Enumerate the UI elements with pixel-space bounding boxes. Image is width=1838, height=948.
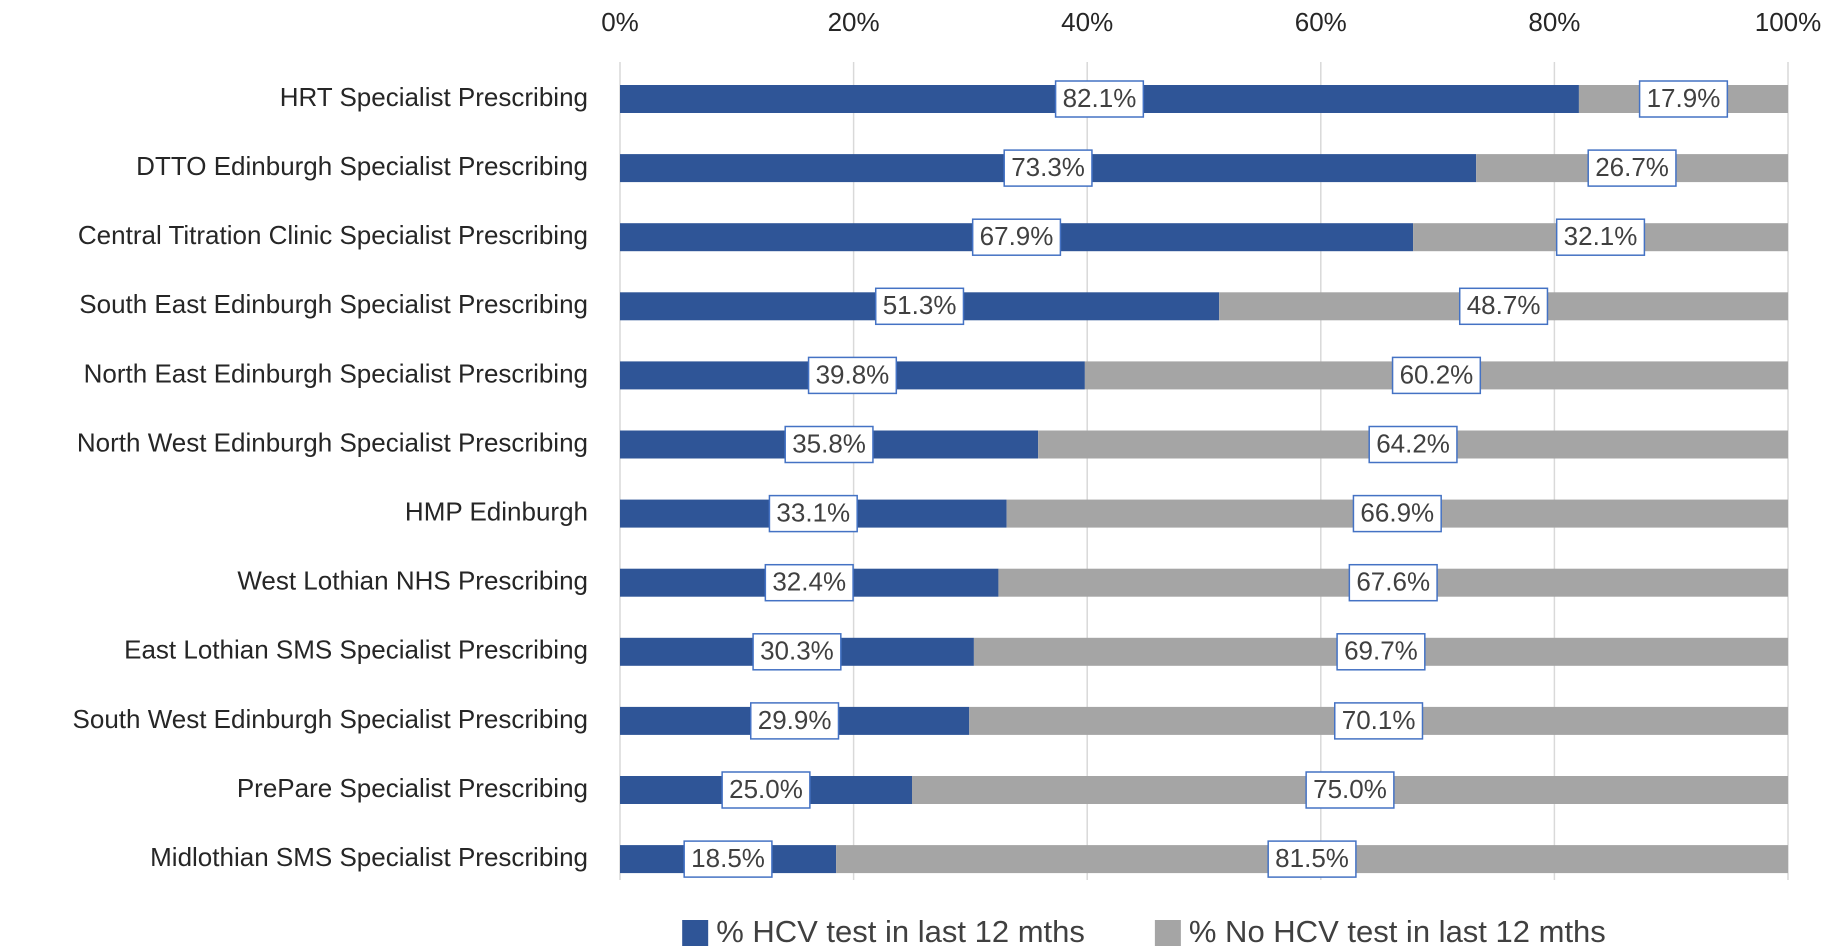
data-label: 32.1% <box>1555 218 1646 256</box>
y-tick-label: North West Edinburgh Specialist Prescrib… <box>77 427 588 457</box>
data-label: 30.3% <box>752 633 842 671</box>
data-label-text: 67.9% <box>980 221 1054 251</box>
data-label: 39.8% <box>807 356 898 395</box>
y-tick-label: Midlothian SMS Specialist Prescribing <box>150 842 588 872</box>
x-tick-label: 0% <box>601 7 639 37</box>
y-tick-label: Central Titration Clinic Specialist Pres… <box>78 220 588 250</box>
data-label-box <box>1054 80 1145 118</box>
data-label: 48.7% <box>1458 287 1549 326</box>
data-label-text: 69.7% <box>1344 636 1418 666</box>
data-label-text: 81.5% <box>1275 843 1349 873</box>
data-label-box <box>1348 563 1438 602</box>
x-tick-label: 20% <box>828 7 880 37</box>
data-label-box <box>1638 80 1729 118</box>
data-label: 75.0% <box>1305 771 1395 809</box>
data-label-box <box>784 425 874 464</box>
data-label: 29.9% <box>749 702 840 740</box>
data-label: 81.5% <box>1267 840 1357 878</box>
x-tick-label: 60% <box>1295 7 1347 37</box>
data-label-text: 32.4% <box>772 567 846 597</box>
data-label-box <box>874 287 965 326</box>
data-label: 32.4% <box>764 563 854 602</box>
data-label-text: 29.9% <box>758 705 832 735</box>
data-label: 17.9% <box>1638 80 1729 118</box>
data-label-box <box>752 633 842 671</box>
data-label-box <box>1458 287 1549 326</box>
data-label-box <box>1368 425 1458 464</box>
data-label-text: 35.8% <box>792 428 866 458</box>
data-label-text: 18.5% <box>691 843 765 873</box>
data-label-text: 33.1% <box>776 497 850 527</box>
data-label-box <box>1391 356 1482 395</box>
data-label-text: 75.0% <box>1313 774 1387 804</box>
data-label: 67.6% <box>1348 563 1438 602</box>
data-label-text: 66.9% <box>1360 497 1434 527</box>
data-label-text: 82.1% <box>1063 83 1137 113</box>
data-label-box <box>749 702 840 740</box>
data-label-box <box>721 771 811 809</box>
y-tick-label: South East Edinburgh Specialist Prescrib… <box>79 289 588 319</box>
y-tick-label: West Lothian NHS Prescribing <box>237 566 588 596</box>
data-label-box <box>768 494 858 533</box>
data-label: 73.3% <box>1003 149 1093 187</box>
data-label: 33.1% <box>768 494 858 533</box>
data-label-box <box>807 356 898 395</box>
data-label-text: 73.3% <box>1011 152 1085 182</box>
data-label-box <box>1352 494 1442 533</box>
data-label-box <box>764 563 854 602</box>
y-tick-label: PrePare Specialist Prescribing <box>237 773 588 803</box>
data-label-box <box>683 840 773 878</box>
data-label-box <box>1305 771 1395 809</box>
y-tick-label: HMP Edinburgh <box>405 496 588 526</box>
data-label-text: 70.1% <box>1342 705 1416 735</box>
data-label: 82.1% <box>1054 80 1145 118</box>
data-label-box <box>1267 840 1357 878</box>
x-tick-label: 80% <box>1528 7 1580 37</box>
data-label-text: 60.2% <box>1400 359 1474 389</box>
data-label-text: 30.3% <box>760 636 834 666</box>
data-label: 51.3% <box>874 287 965 326</box>
data-label-text: 32.1% <box>1564 221 1638 251</box>
data-label-box <box>1333 702 1424 740</box>
data-label: 69.7% <box>1336 633 1426 671</box>
x-tick-label: 40% <box>1061 7 1113 37</box>
data-label-text: 64.2% <box>1376 428 1450 458</box>
data-label-text: 26.7% <box>1595 152 1669 182</box>
data-label: 35.8% <box>784 425 874 464</box>
data-label-text: 48.7% <box>1467 290 1541 320</box>
data-label: 67.9% <box>971 218 1062 256</box>
data-label: 60.2% <box>1391 356 1482 395</box>
y-tick-label: East Lothian SMS Specialist Prescribing <box>124 635 588 665</box>
data-label: 25.0% <box>721 771 811 809</box>
data-label: 66.9% <box>1352 494 1442 533</box>
legend-swatch <box>682 920 709 946</box>
y-tick-label: South West Edinburgh Specialist Prescrib… <box>73 704 588 734</box>
data-label: 64.2% <box>1368 425 1458 464</box>
y-tick-label: DTTO Edinburgh Specialist Prescribing <box>136 151 588 181</box>
y-tick-label: North East Edinburgh Specialist Prescrib… <box>84 358 588 388</box>
x-tick-label: 100% <box>1755 7 1822 37</box>
data-label-box <box>971 218 1062 256</box>
legend-label: % HCV test in last 12 mths <box>716 914 1085 948</box>
data-label-text: 17.9% <box>1647 83 1721 113</box>
data-label-box <box>1336 633 1426 671</box>
data-label: 18.5% <box>683 840 773 878</box>
legend-swatch <box>1154 920 1181 946</box>
data-label-box <box>1555 218 1646 256</box>
legend-label: % No HCV test in last 12 mths <box>1189 914 1606 948</box>
data-label-box <box>1587 149 1677 187</box>
data-label-text: 25.0% <box>729 774 803 804</box>
data-label-text: 39.8% <box>816 359 890 389</box>
data-label-box <box>1003 149 1093 187</box>
data-label: 70.1% <box>1333 702 1424 740</box>
data-label-text: 67.6% <box>1356 567 1430 597</box>
data-label-text: 51.3% <box>883 290 957 320</box>
data-label: 26.7% <box>1587 149 1677 187</box>
y-tick-label: HRT Specialist Prescribing <box>280 82 588 112</box>
